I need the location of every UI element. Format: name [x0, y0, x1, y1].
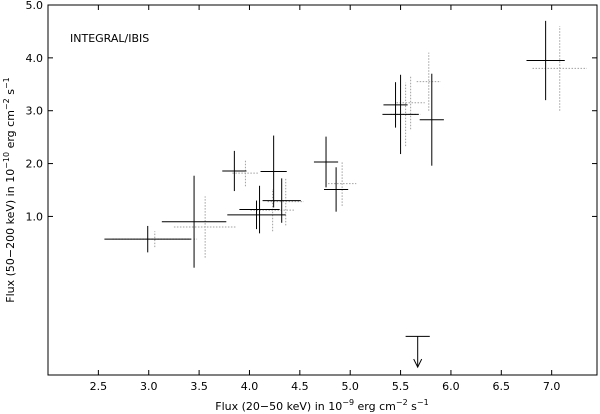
data-point-solid [419, 73, 444, 166]
axis-ticks: 2.5 3.0 3.5 4.0 4.5 5.0 5.5 6.0 6.5 7.0 1.0 2.0 3.0 4… [26, 0, 597, 393]
y-tick-label: 1.0 [26, 210, 44, 223]
x-tick-label: 6.0 [442, 380, 460, 393]
data-point-dotted [232, 159, 259, 187]
data-point-solid [313, 136, 339, 188]
x-tick-label: 5.0 [341, 380, 359, 393]
x-tick-label: 4.0 [241, 380, 259, 393]
data-point-solid [104, 225, 192, 253]
instrument-annotation: INTEGRAL/IBIS [70, 32, 149, 45]
data-point-solid [222, 150, 247, 192]
data-point-dotted [173, 196, 237, 258]
data-point-solid [383, 82, 408, 128]
data-point-solid [161, 175, 227, 268]
data-point-solid [324, 167, 349, 212]
x-tick-label: 6.5 [493, 380, 511, 393]
down-arrow-icon [413, 358, 423, 369]
series-solid [104, 20, 565, 268]
data-point-solid [526, 20, 565, 101]
x-tick-label: 4.5 [291, 380, 309, 393]
data-point-dotted [532, 26, 587, 111]
series-dotted [112, 26, 587, 258]
x-tick-label: 2.5 [90, 380, 108, 393]
x-tick-label: 3.0 [140, 380, 158, 393]
y-tick-label: 2.0 [26, 158, 44, 171]
y-axis-label: Flux (50−200 keV) in 10−10 erg cm−2 s−1 [2, 77, 17, 303]
y-tick-label: 4.0 [26, 52, 44, 65]
data-point-dotted [416, 52, 441, 111]
data-point-solid [382, 74, 419, 155]
x-tick-label: 3.5 [190, 380, 208, 393]
data-point-solid [239, 185, 280, 234]
y-tick-label: 5.0 [26, 0, 44, 12]
data-point-solid [227, 200, 286, 230]
x-tick-label: 7.0 [543, 380, 561, 393]
data-point-dotted [250, 188, 295, 232]
x-tick-label: 5.5 [392, 380, 410, 393]
y-tick-label: 3.0 [26, 105, 44, 118]
x-axis-label: Flux (20−50 keV) in 10−9 erg cm−2 s−1 [215, 398, 428, 413]
plot-frame [47, 4, 598, 376]
upper-limit [405, 335, 430, 369]
upper-limits [405, 335, 430, 369]
data-point-solid [260, 135, 287, 208]
data-point-dotted [328, 161, 357, 206]
data-point-solid [262, 178, 301, 223]
